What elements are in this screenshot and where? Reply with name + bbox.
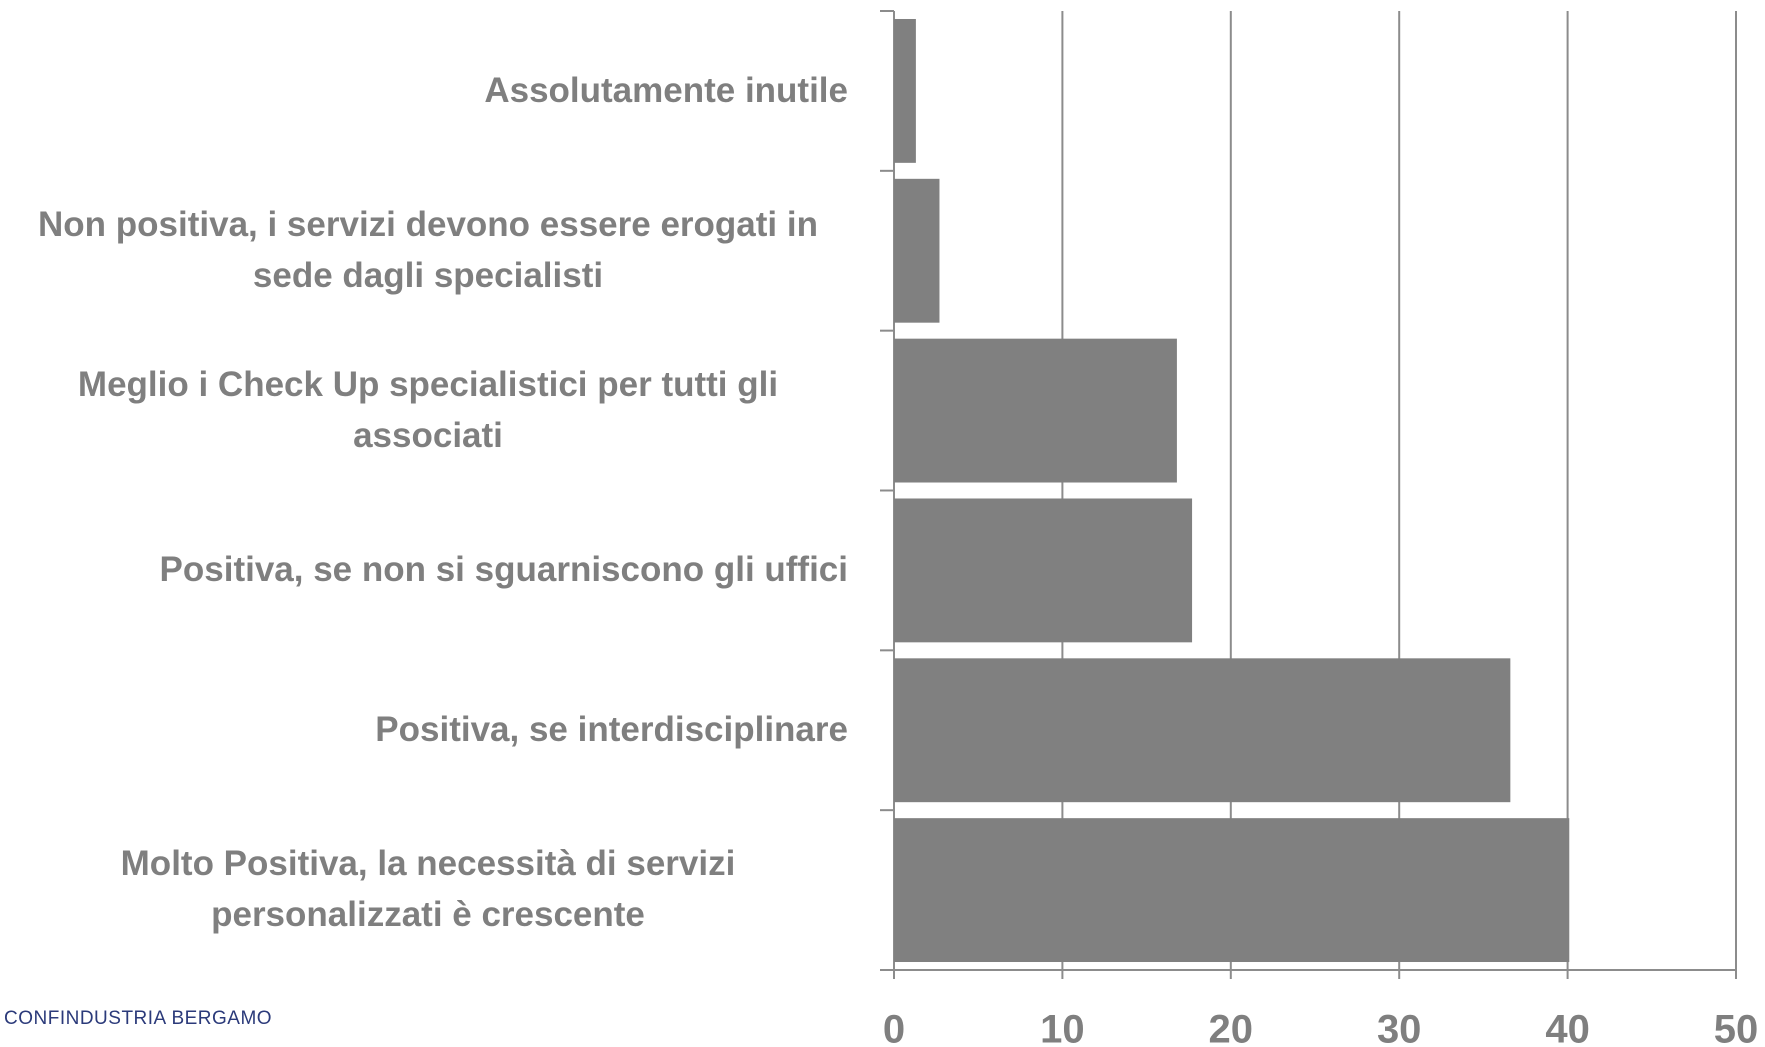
x-tick-label: 40 xyxy=(1545,1008,1590,1047)
bar xyxy=(894,178,940,323)
x-tick-label: 0 xyxy=(883,1008,905,1047)
category-label-box: Molto Positiva, la necessità di servizi … xyxy=(8,810,848,970)
y-tick-label: Meglio i Check Up specialistici per tutt… xyxy=(77,364,779,455)
y-tick-label: Assolutamente inutile xyxy=(484,70,848,110)
y-tick-label: Non positiva, i servizi devono essere er… xyxy=(38,204,818,295)
logo: CONFINDUSTRIA BERGAMO xyxy=(4,1008,273,1029)
y-tick-label: Positiva, se non si sguarniscono gli uff… xyxy=(159,550,848,590)
category-label-box: Assolutamente inutile xyxy=(484,11,848,171)
bar xyxy=(894,338,1177,483)
y-tick-label: Positiva, se interdisciplinare xyxy=(375,709,848,749)
bar xyxy=(894,18,916,163)
x-tick-label: 50 xyxy=(1714,1008,1759,1047)
x-tick-label: 30 xyxy=(1377,1008,1422,1047)
bar xyxy=(894,818,1570,963)
category-label-box: Non positiva, i servizi devono essere er… xyxy=(8,171,848,331)
category-label-box: Meglio i Check Up specialistici per tutt… xyxy=(8,331,848,491)
bar xyxy=(894,658,1511,803)
category-label-box: Positiva, se interdisciplinare xyxy=(375,650,848,810)
x-tick-label: 20 xyxy=(1209,1008,1254,1047)
y-tick-label: Molto Positiva, la necessità di servizi … xyxy=(120,844,736,935)
category-label-box: Positiva, se non si sguarniscono gli uff… xyxy=(160,491,848,651)
x-tick-label: 10 xyxy=(1040,1008,1085,1047)
bar xyxy=(894,498,1193,643)
